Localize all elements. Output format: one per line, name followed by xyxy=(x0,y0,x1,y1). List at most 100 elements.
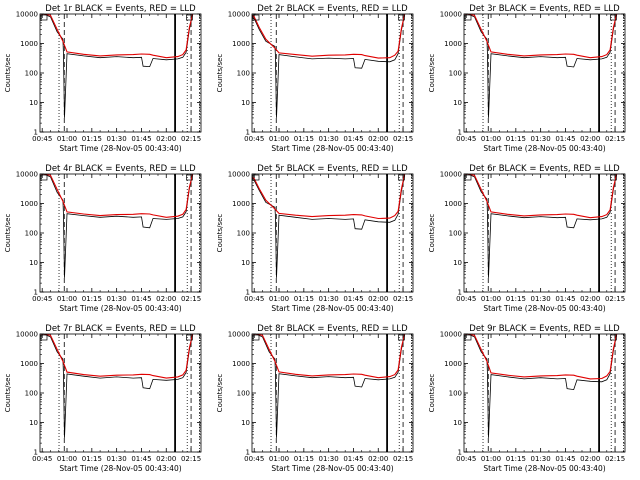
x-tick-label: 00:45 xyxy=(32,295,52,303)
corner-box-left xyxy=(40,14,48,21)
y-tick-label: 10 xyxy=(29,419,38,427)
y-tick-label: 1000 xyxy=(20,200,38,208)
x-tick-label: 01:30 xyxy=(107,135,127,143)
y-axis-label: Counts/sec xyxy=(4,214,12,253)
y-tick-label: 10000 xyxy=(16,11,38,19)
x-tick-label: 02:00 xyxy=(580,455,600,463)
y-tick-label: 10 xyxy=(453,99,462,107)
y-tick-label: 1 xyxy=(458,449,462,457)
plot-frame xyxy=(39,173,202,293)
x-tick-label: 02:00 xyxy=(156,135,176,143)
y-tick-label: 10 xyxy=(453,419,462,427)
panel-2: Det 2r BLACK = Events, RED = LLD Start Ti… xyxy=(216,4,414,153)
y-tick-label: 10000 xyxy=(228,331,250,339)
y-tick-label: 100 xyxy=(237,70,250,78)
x-tick-label: 02:15 xyxy=(181,295,201,303)
y-tick-label: 1 xyxy=(458,289,462,297)
x-tick-label: 01:00 xyxy=(481,295,501,303)
corner-box-left xyxy=(40,334,48,341)
panel-title: Det 6r BLACK = Events, RED = LLD xyxy=(469,164,620,174)
x-tick-label: 02:00 xyxy=(580,135,600,143)
corner-box-right xyxy=(610,14,617,21)
x-tick-label: 02:00 xyxy=(368,295,388,303)
plot-frame xyxy=(463,173,626,293)
y-tick-label: 1000 xyxy=(444,200,462,208)
x-tick-label: 01:45 xyxy=(343,455,363,463)
x-axis-label: Start Time (28-Nov-05 00:43:40) xyxy=(59,464,181,473)
x-tick-label: 02:15 xyxy=(393,295,413,303)
y-tick-label: 10 xyxy=(241,259,250,267)
x-axis-label: Start Time (28-Nov-05 00:43:40) xyxy=(271,304,393,313)
panel-7: Det 7r BLACK = Events, RED = LLD Start Ti… xyxy=(4,324,202,473)
x-tick-label: 01:30 xyxy=(107,455,127,463)
panel-1: Det 1r BLACK = Events, RED = LLD Start Ti… xyxy=(4,4,202,153)
corner-box-right xyxy=(610,334,617,341)
x-tick-label: 01:45 xyxy=(343,135,363,143)
y-tick-label: 10 xyxy=(241,419,250,427)
x-axis-label: Start Time (28-Nov-05 00:43:40) xyxy=(59,144,181,153)
y-tick-label: 1000 xyxy=(20,40,38,48)
x-tick-label: 01:45 xyxy=(343,295,363,303)
x-tick-label: 01:00 xyxy=(481,135,501,143)
y-tick-label: 100 xyxy=(237,390,250,398)
y-tick-label: 10000 xyxy=(228,171,250,179)
x-tick-label: 01:45 xyxy=(131,295,151,303)
x-tick-label: 01:15 xyxy=(506,455,526,463)
x-axis-label: Start Time (28-Nov-05 00:43:40) xyxy=(483,464,605,473)
x-axis-label: Start Time (28-Nov-05 00:43:40) xyxy=(483,144,605,153)
y-tick-label: 100 xyxy=(25,70,38,78)
y-axis-label: Counts/sec xyxy=(4,54,12,93)
y-tick-label: 10 xyxy=(241,99,250,107)
y-tick-label: 100 xyxy=(449,390,462,398)
y-axis-label: Counts/sec xyxy=(216,54,224,93)
y-axis-label: Counts/sec xyxy=(216,214,224,253)
x-tick-label: 00:45 xyxy=(456,295,476,303)
black-trace xyxy=(40,174,194,278)
panel-8: Det 8r BLACK = Events, RED = LLD Start Ti… xyxy=(216,324,414,473)
x-tick-label: 01:30 xyxy=(319,135,339,143)
red-trace xyxy=(464,334,618,380)
panel-title: Det 4r BLACK = Events, RED = LLD xyxy=(45,164,196,174)
x-tick-label: 01:45 xyxy=(555,295,575,303)
x-tick-label: 00:45 xyxy=(456,455,476,463)
plot-frame xyxy=(463,13,626,133)
corner-box-right xyxy=(186,334,193,341)
plot-frame xyxy=(39,333,202,453)
x-axis-label: Start Time (28-Nov-05 00:43:40) xyxy=(271,144,393,153)
corner-box-left xyxy=(252,14,260,21)
black-trace xyxy=(40,14,194,118)
red-trace xyxy=(40,334,194,379)
x-tick-label: 02:15 xyxy=(605,295,625,303)
x-tick-label: 01:45 xyxy=(555,455,575,463)
x-tick-label: 01:00 xyxy=(57,295,77,303)
panel-6: Det 6r BLACK = Events, RED = LLD Start Ti… xyxy=(428,164,626,313)
panel-title: Det 1r BLACK = Events, RED = LLD xyxy=(45,4,196,14)
plot-frame xyxy=(251,173,414,293)
y-tick-label: 1 xyxy=(246,289,250,297)
black-trace xyxy=(252,14,406,118)
y-tick-label: 10 xyxy=(29,99,38,107)
panel-9: Det 9r BLACK = Events, RED = LLD Start Ti… xyxy=(428,324,626,473)
x-tick-label: 01:00 xyxy=(57,135,77,143)
x-tick-label: 01:45 xyxy=(131,135,151,143)
x-tick-label: 02:15 xyxy=(393,455,413,463)
x-tick-label: 01:45 xyxy=(131,455,151,463)
x-axis-label: Start Time (28-Nov-05 00:43:40) xyxy=(59,304,181,313)
x-tick-label: 01:30 xyxy=(319,455,339,463)
red-trace xyxy=(464,14,618,59)
black-trace xyxy=(252,334,406,438)
x-tick-label: 01:15 xyxy=(506,135,526,143)
x-axis-label: Start Time (28-Nov-05 00:43:40) xyxy=(483,304,605,313)
x-tick-label: 00:45 xyxy=(456,135,476,143)
red-trace xyxy=(40,14,194,59)
x-tick-label: 00:45 xyxy=(244,295,264,303)
x-tick-label: 00:45 xyxy=(32,455,52,463)
y-tick-label: 100 xyxy=(449,230,462,238)
y-axis-label: Counts/sec xyxy=(428,214,436,253)
x-tick-label: 01:00 xyxy=(269,455,289,463)
x-tick-label: 02:15 xyxy=(605,455,625,463)
x-tick-label: 00:45 xyxy=(32,135,52,143)
x-tick-label: 02:15 xyxy=(181,455,201,463)
plot-frame xyxy=(463,333,626,453)
